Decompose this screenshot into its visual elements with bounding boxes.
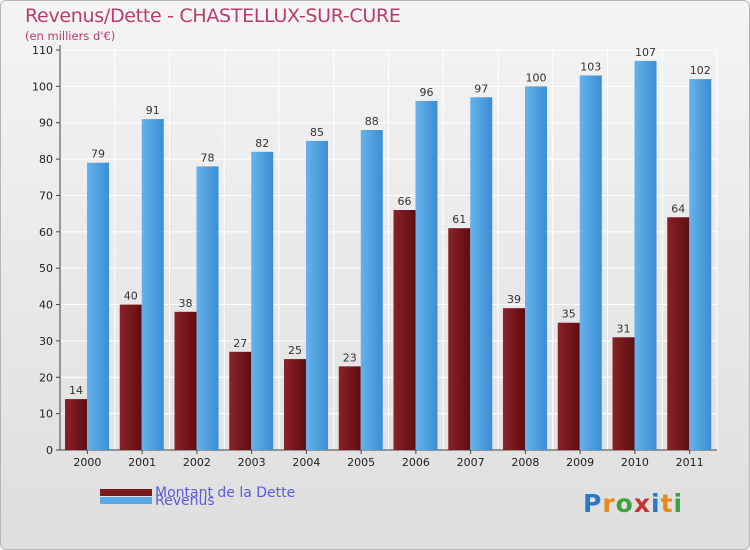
bar-dette xyxy=(174,311,197,450)
bar-revenus xyxy=(579,75,602,451)
x-tick-label: 2001 xyxy=(128,456,156,469)
data-label-revenus: 91 xyxy=(146,104,160,117)
x-tick-label: 2003 xyxy=(238,456,266,469)
bar-revenus xyxy=(141,119,164,450)
chart-subtitle: (en milliers d'€) xyxy=(25,29,116,43)
data-label-revenus: 100 xyxy=(526,71,547,84)
bar-revenus xyxy=(634,60,657,451)
data-label-dette: 61 xyxy=(452,213,466,226)
x-tick-label: 2000 xyxy=(73,456,101,469)
logo-letter: t xyxy=(660,489,674,518)
logo-letter: i xyxy=(673,489,684,518)
data-label-dette: 27 xyxy=(233,337,247,350)
x-tick-label: 2009 xyxy=(566,456,594,469)
chart-title: Revenus/Dette - CHASTELLUX-SUR-CURE xyxy=(25,5,401,27)
bars xyxy=(65,60,712,451)
data-label-dette: 31 xyxy=(617,322,631,335)
logo-letter: o xyxy=(615,489,634,518)
data-label-revenus: 103 xyxy=(580,60,601,73)
axes: 0 10 20 30 40 50 60 70 80 90 100 110 2000 2001 2002 200… xyxy=(32,44,717,469)
y-tick-label: 50 xyxy=(39,262,53,275)
data-label-dette: 39 xyxy=(507,293,521,306)
data-label-revenus: 79 xyxy=(91,148,105,161)
logo-letter: P xyxy=(583,489,603,518)
x-tick-label: 2007 xyxy=(457,456,485,469)
bar-dette xyxy=(338,366,361,450)
data-label-revenus: 107 xyxy=(635,46,656,59)
legend-label-dette: Montant de la Dette xyxy=(155,485,296,501)
data-label-revenus: 97 xyxy=(474,82,488,95)
y-tick-label: 10 xyxy=(39,408,53,421)
bar-revenus xyxy=(196,166,219,450)
bar-dette xyxy=(557,322,580,450)
bar-dette xyxy=(667,217,690,450)
y-tick-label: 60 xyxy=(39,226,53,239)
x-tick-label: 2006 xyxy=(402,456,430,469)
bar-dette xyxy=(119,304,142,450)
legend-swatch-dette xyxy=(100,489,152,496)
bar-revenus xyxy=(87,162,109,450)
bar-revenus xyxy=(251,151,274,450)
bar-dette xyxy=(448,228,471,450)
data-label-revenus: 85 xyxy=(310,126,324,139)
bar-dette xyxy=(503,308,525,450)
y-tick-label: 40 xyxy=(39,299,53,312)
data-label-dette: 40 xyxy=(124,290,138,303)
data-label-dette: 38 xyxy=(179,297,193,310)
bar-revenus xyxy=(689,79,712,450)
y-tick-label: 0 xyxy=(46,444,53,457)
bar-dette xyxy=(612,337,635,450)
bar-revenus xyxy=(306,140,328,450)
data-label-dette: 35 xyxy=(562,308,576,321)
logo-letter: x xyxy=(633,489,651,518)
data-labels: 14 79 40 91 38 78 27 82 25 85 23 88 66 96 61 97 39 100 35 1… xyxy=(69,46,711,397)
data-label-dette: 64 xyxy=(671,202,685,215)
bar-revenus xyxy=(360,130,383,450)
bar-dette xyxy=(65,399,87,450)
legend-swatch-revenus xyxy=(100,497,152,504)
data-label-revenus: 102 xyxy=(690,64,711,77)
data-label-revenus: 82 xyxy=(255,137,269,150)
logo-letter: i xyxy=(651,489,661,518)
x-tick-label: 2010 xyxy=(621,456,649,469)
data-label-revenus: 96 xyxy=(420,86,434,99)
y-tick-label: 20 xyxy=(39,371,53,384)
data-label-dette: 14 xyxy=(69,384,83,397)
y-tick-label: 30 xyxy=(39,335,53,348)
grid-lines xyxy=(59,49,718,451)
bar-dette xyxy=(229,351,252,450)
x-tick-label: 2002 xyxy=(183,456,211,469)
bar-dette xyxy=(284,359,306,450)
data-label-dette: 25 xyxy=(288,344,302,357)
y-tick-label: 90 xyxy=(39,117,53,130)
x-tick-label: 2008 xyxy=(511,456,539,469)
y-tick-label: 100 xyxy=(32,80,53,93)
y-tick-label: 110 xyxy=(32,44,53,57)
bar-revenus xyxy=(470,97,493,450)
data-label-revenus: 78 xyxy=(201,151,215,164)
x-tick-label: 2005 xyxy=(347,456,375,469)
bar-revenus xyxy=(525,86,547,450)
data-label-dette: 66 xyxy=(398,195,412,208)
logo-letter: r xyxy=(602,489,616,518)
x-tick-label: 2011 xyxy=(676,456,704,469)
y-tick-label: 70 xyxy=(39,189,53,202)
data-label-dette: 23 xyxy=(343,351,357,364)
legend-label-revenus: Revenus xyxy=(155,493,215,509)
x-tick-label: 2004 xyxy=(292,456,320,469)
proxiti-logo: Proxiti xyxy=(583,489,683,518)
bar-revenus xyxy=(415,100,438,450)
bar-dette xyxy=(393,210,416,450)
data-label-revenus: 88 xyxy=(365,115,379,128)
y-tick-label: 80 xyxy=(39,153,53,166)
